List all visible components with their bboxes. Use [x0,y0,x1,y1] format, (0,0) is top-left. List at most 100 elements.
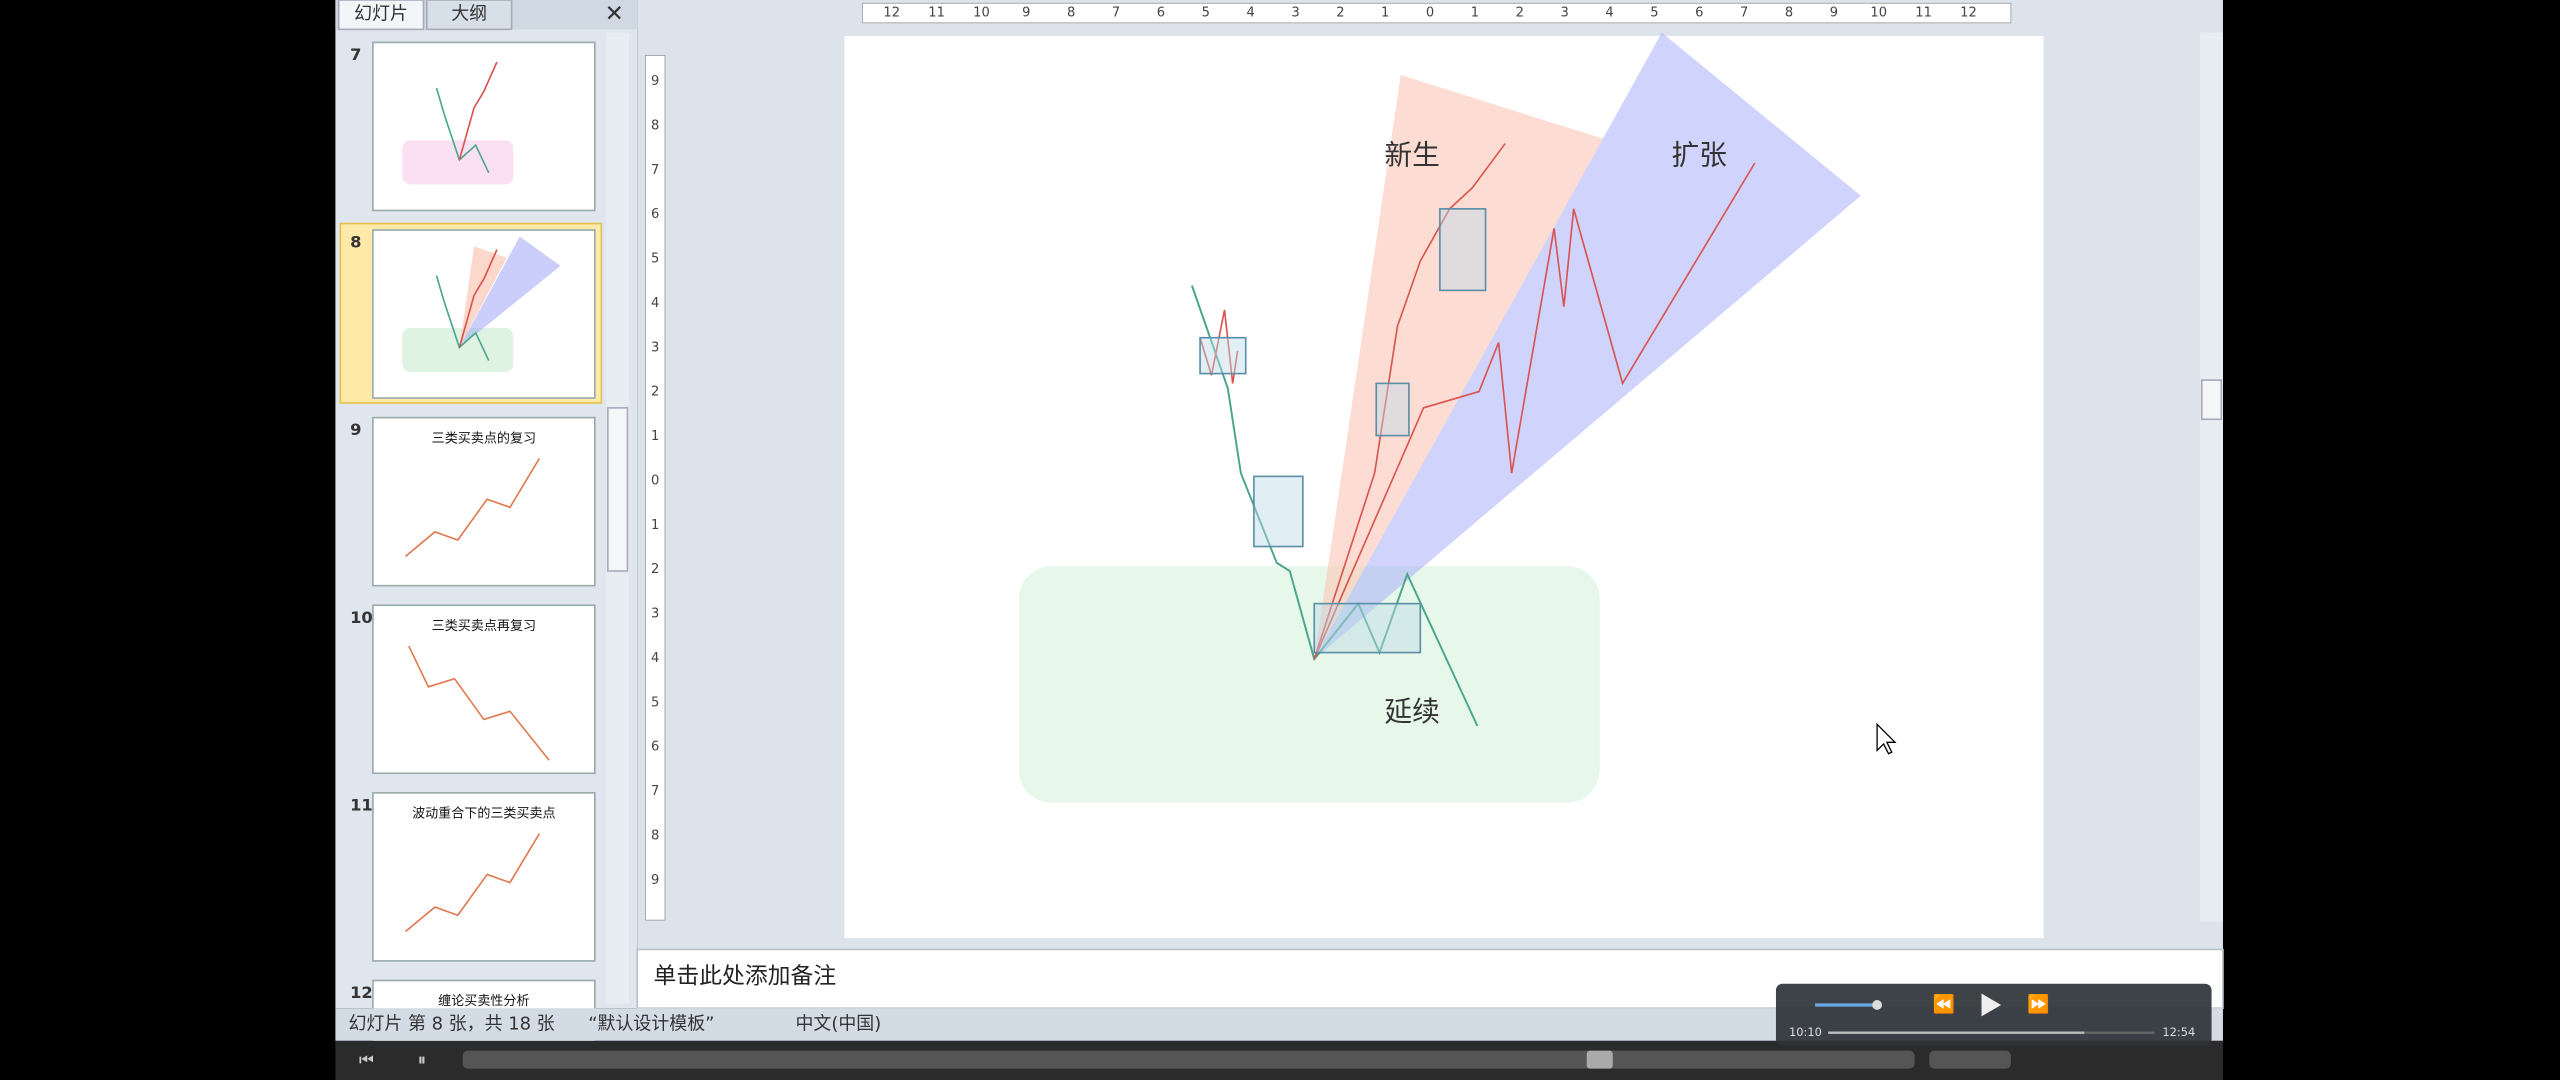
fan [1314,75,1604,660]
zone [1018,566,1600,803]
ruler-label: 2 [1336,6,1344,21]
ruler-label: 5 [1650,6,1658,21]
ruler-label: 8 [1785,6,1793,21]
ruler-label: 3 [1291,6,1299,21]
thumb-line [408,645,550,761]
ruler-label: 11 [1915,6,1932,21]
seek-thumb[interactable] [1586,1050,1613,1069]
slide-number: 12 [350,983,373,1002]
ruler-label: 6 [1157,6,1165,21]
box [1439,208,1487,292]
box [1375,382,1410,437]
ruler-label: 9 [1830,6,1838,21]
ruler-labels: 12 11 10 9 8 7 6 5 4 3 2 1 0 1 2 3 4 5 6 7 8 9 10 11 12987654321… [651,6,1977,888]
ruler-label: 1 [651,429,659,444]
thumb-zone [402,327,514,372]
ruler-label: 7 [651,163,659,178]
ruler-label: 6 [651,740,659,755]
thumbnail-title: 缠论买卖性分析 [438,993,529,1009]
thumb-line [458,61,498,161]
ruler-label: 2 [651,562,659,577]
player-overlay [1775,983,2212,1046]
ruler-label: 6 [651,207,659,222]
ruler-label: 2 [651,385,659,400]
ruler-label: 2 [1516,6,1524,21]
status-text: 中文(中国) [795,1014,881,1035]
seek-track[interactable] [462,1050,1915,1069]
tab-label: 幻灯片 [354,4,408,25]
scroll-thumb[interactable] [2200,379,2223,421]
h-ruler [861,2,2012,24]
ruler-label: 10 [973,6,990,21]
ruler-label: 8 [651,828,659,843]
close-button[interactable]: ✕ [605,1,624,27]
tab[interactable] [337,0,425,31]
ruler-label: 9 [651,873,659,888]
slide-thumbnail[interactable] [372,604,596,775]
thumb-line [405,458,541,557]
ruler-label: 3 [1561,6,1569,21]
cursor [1876,722,1897,755]
prev-button[interactable]: ⏮ [359,1050,374,1069]
play-button[interactable] [1981,993,2002,1017]
slide-thumbnail[interactable] [372,792,596,962]
price-line [1199,309,1239,384]
status-text: “默认设计模板” [588,1014,714,1035]
ruler-label: 4 [651,651,659,666]
slide-number: 11 [350,795,373,814]
thumbnail-title: 三类买卖点的复习 [432,430,536,446]
ruler-label: 12 [1960,6,1977,21]
ruler-label: 3 [651,340,659,355]
forward-button[interactable]: ⏩ [2027,993,2049,1015]
thumb-fan [459,236,561,348]
ruler-label: 5 [651,695,659,710]
slide-number: 10 [350,608,373,627]
scrollbar [2200,32,2223,922]
ruler-label: 1 [1381,6,1389,21]
slide-thumbnail[interactable] [372,416,596,587]
ruler-label: 12 [883,6,900,21]
v-ruler [644,55,666,921]
rewind-button[interactable]: ⏪ [1933,993,1955,1015]
thumbnails: 7 8 9 三类买卖点的复习 10 三类买卖点再复习 11 波动重合下的三类买卖点 12 缠论买卖… [339,41,603,1080]
ruler-label: 7 [1740,6,1748,21]
thumb-fan [459,246,507,348]
ruler-label: 10 [1870,6,1887,21]
slide-label: 新生 [1384,139,1439,172]
box [1199,336,1247,375]
ruler-label: 11 [928,6,945,21]
status-text: 幻灯片 第 8 张，共 18 张 [348,1014,554,1035]
ruler-label: 5 [1202,6,1210,21]
ruler-label: 1 [651,518,659,533]
ruler-label: 8 [1067,6,1075,21]
ruler-label: 3 [651,607,659,622]
total-time: 12:54 [2162,1025,2195,1039]
box [1253,475,1304,548]
thumb-line [405,833,541,933]
current-time: 10:10 [1789,1025,1822,1039]
ruler-label: 4 [1605,6,1613,21]
thumb-line [435,275,490,361]
thumbnail-title: 波动重合下的三类买卖点 [412,806,556,822]
tab[interactable] [425,0,513,31]
pause-button[interactable]: ⏸ [418,1050,426,1069]
volume-track[interactable] [1929,1050,2011,1069]
slide-thumbnail[interactable] [372,41,596,212]
ruler-label: 9 [651,74,659,89]
price-line [1190,285,1479,727]
scroll-thumb[interactable] [607,407,629,572]
slide-label: 延续 [1384,695,1439,728]
ruler-label: 7 [651,784,659,799]
thumbnail-title: 三类买卖点再复习 [432,619,536,634]
fan [1314,32,1861,660]
ruler-label: 7 [1112,6,1120,21]
volume-thumb[interactable] [1872,1000,1882,1010]
ruler-label: 1 [1471,6,1479,21]
ruler-label: 0 [1426,6,1434,21]
slide-number: 8 [350,233,361,252]
slide-label: 扩张 [1672,139,1727,172]
ruler-label: 5 [651,252,659,267]
slide-number: 7 [350,45,361,64]
slide-number: 9 [350,420,361,439]
